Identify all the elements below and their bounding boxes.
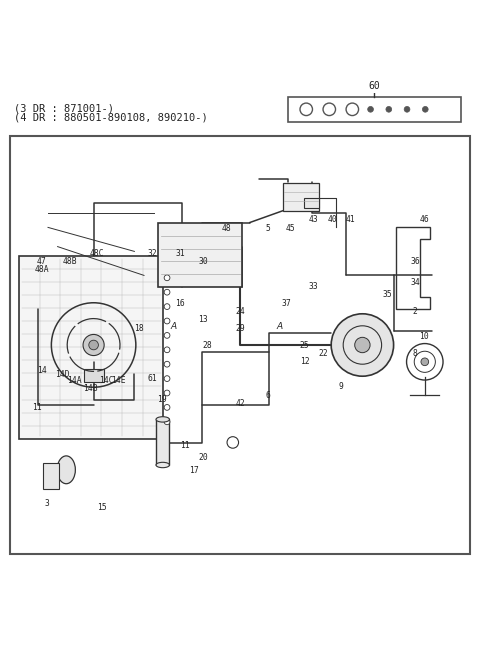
Circle shape [404,107,410,112]
Circle shape [164,318,170,324]
Text: 43: 43 [309,215,319,224]
Text: 13: 13 [198,316,208,324]
Text: 20: 20 [198,454,208,462]
Circle shape [164,347,170,353]
Text: 48A: 48A [35,265,49,274]
Circle shape [386,107,392,112]
Text: 9: 9 [339,382,344,391]
Bar [10,137,470,554]
Text: 10: 10 [420,332,429,341]
Bar [304,198,319,208]
Circle shape [164,362,170,367]
Text: 14: 14 [37,366,47,374]
Text: 37: 37 [281,299,291,308]
Circle shape [422,107,428,112]
Text: 16: 16 [175,299,185,308]
Bar [288,97,461,122]
Text: A: A [170,322,176,331]
Text: 18: 18 [134,324,144,333]
Text: 8: 8 [413,349,418,358]
Ellipse shape [156,417,169,422]
Text: 34: 34 [410,278,420,287]
Text: 61: 61 [147,374,157,383]
Bar [43,463,59,489]
Circle shape [164,419,170,425]
Text: 12: 12 [300,357,310,366]
Text: 2: 2 [413,307,418,316]
Text: 11: 11 [32,403,42,412]
Circle shape [421,358,429,366]
Text: 14A: 14A [67,376,82,385]
Text: 22: 22 [318,349,328,358]
Text: 6: 6 [265,391,270,400]
Text: 14D: 14D [55,370,70,379]
Text: 45: 45 [286,224,296,232]
Text: 19: 19 [157,395,167,404]
Text: 14B: 14B [83,384,97,394]
Text: 5: 5 [265,224,270,232]
Ellipse shape [156,462,169,468]
Ellipse shape [57,456,75,484]
Text: 42: 42 [235,399,245,408]
Text: 31: 31 [175,248,185,258]
Circle shape [83,334,104,356]
Text: 32: 32 [147,248,157,258]
Text: 35: 35 [383,290,392,300]
Text: 28: 28 [203,340,213,350]
Text: 48C: 48C [90,248,105,258]
Text: 17: 17 [189,466,199,475]
Text: 36: 36 [410,257,420,266]
Circle shape [331,314,394,376]
Text: (3 DR : 871001-): (3 DR : 871001-) [14,103,114,114]
Circle shape [355,337,370,353]
Text: 47: 47 [37,257,47,266]
Bar [84,368,104,382]
Circle shape [368,107,373,112]
Text: 48: 48 [221,224,231,232]
Circle shape [164,404,170,410]
Text: 11: 11 [180,441,190,450]
Text: A: A [276,322,282,331]
Text: 30: 30 [198,257,208,266]
Text: 40: 40 [327,215,337,224]
Circle shape [164,275,170,280]
Bar [283,182,319,210]
Text: 60: 60 [369,81,380,91]
Text: 46: 46 [420,215,429,224]
Bar [156,420,169,465]
Text: 14E: 14E [110,376,125,385]
Circle shape [89,340,98,350]
Bar [158,222,242,288]
Text: 29: 29 [235,324,245,333]
Text: 41: 41 [346,215,356,224]
Text: 48B: 48B [62,257,77,266]
Circle shape [164,376,170,382]
Circle shape [164,304,170,310]
Text: 14C: 14C [99,376,114,385]
Circle shape [164,289,170,295]
Text: (4 DR : 880501-890108, 890210-): (4 DR : 880501-890108, 890210-) [14,112,208,122]
Text: 25: 25 [300,340,310,350]
Text: 33: 33 [309,282,319,291]
Bar [19,256,163,439]
Text: 3: 3 [44,500,49,508]
Circle shape [164,390,170,396]
Circle shape [164,332,170,338]
Text: 24: 24 [235,307,245,316]
Text: 15: 15 [97,503,107,512]
